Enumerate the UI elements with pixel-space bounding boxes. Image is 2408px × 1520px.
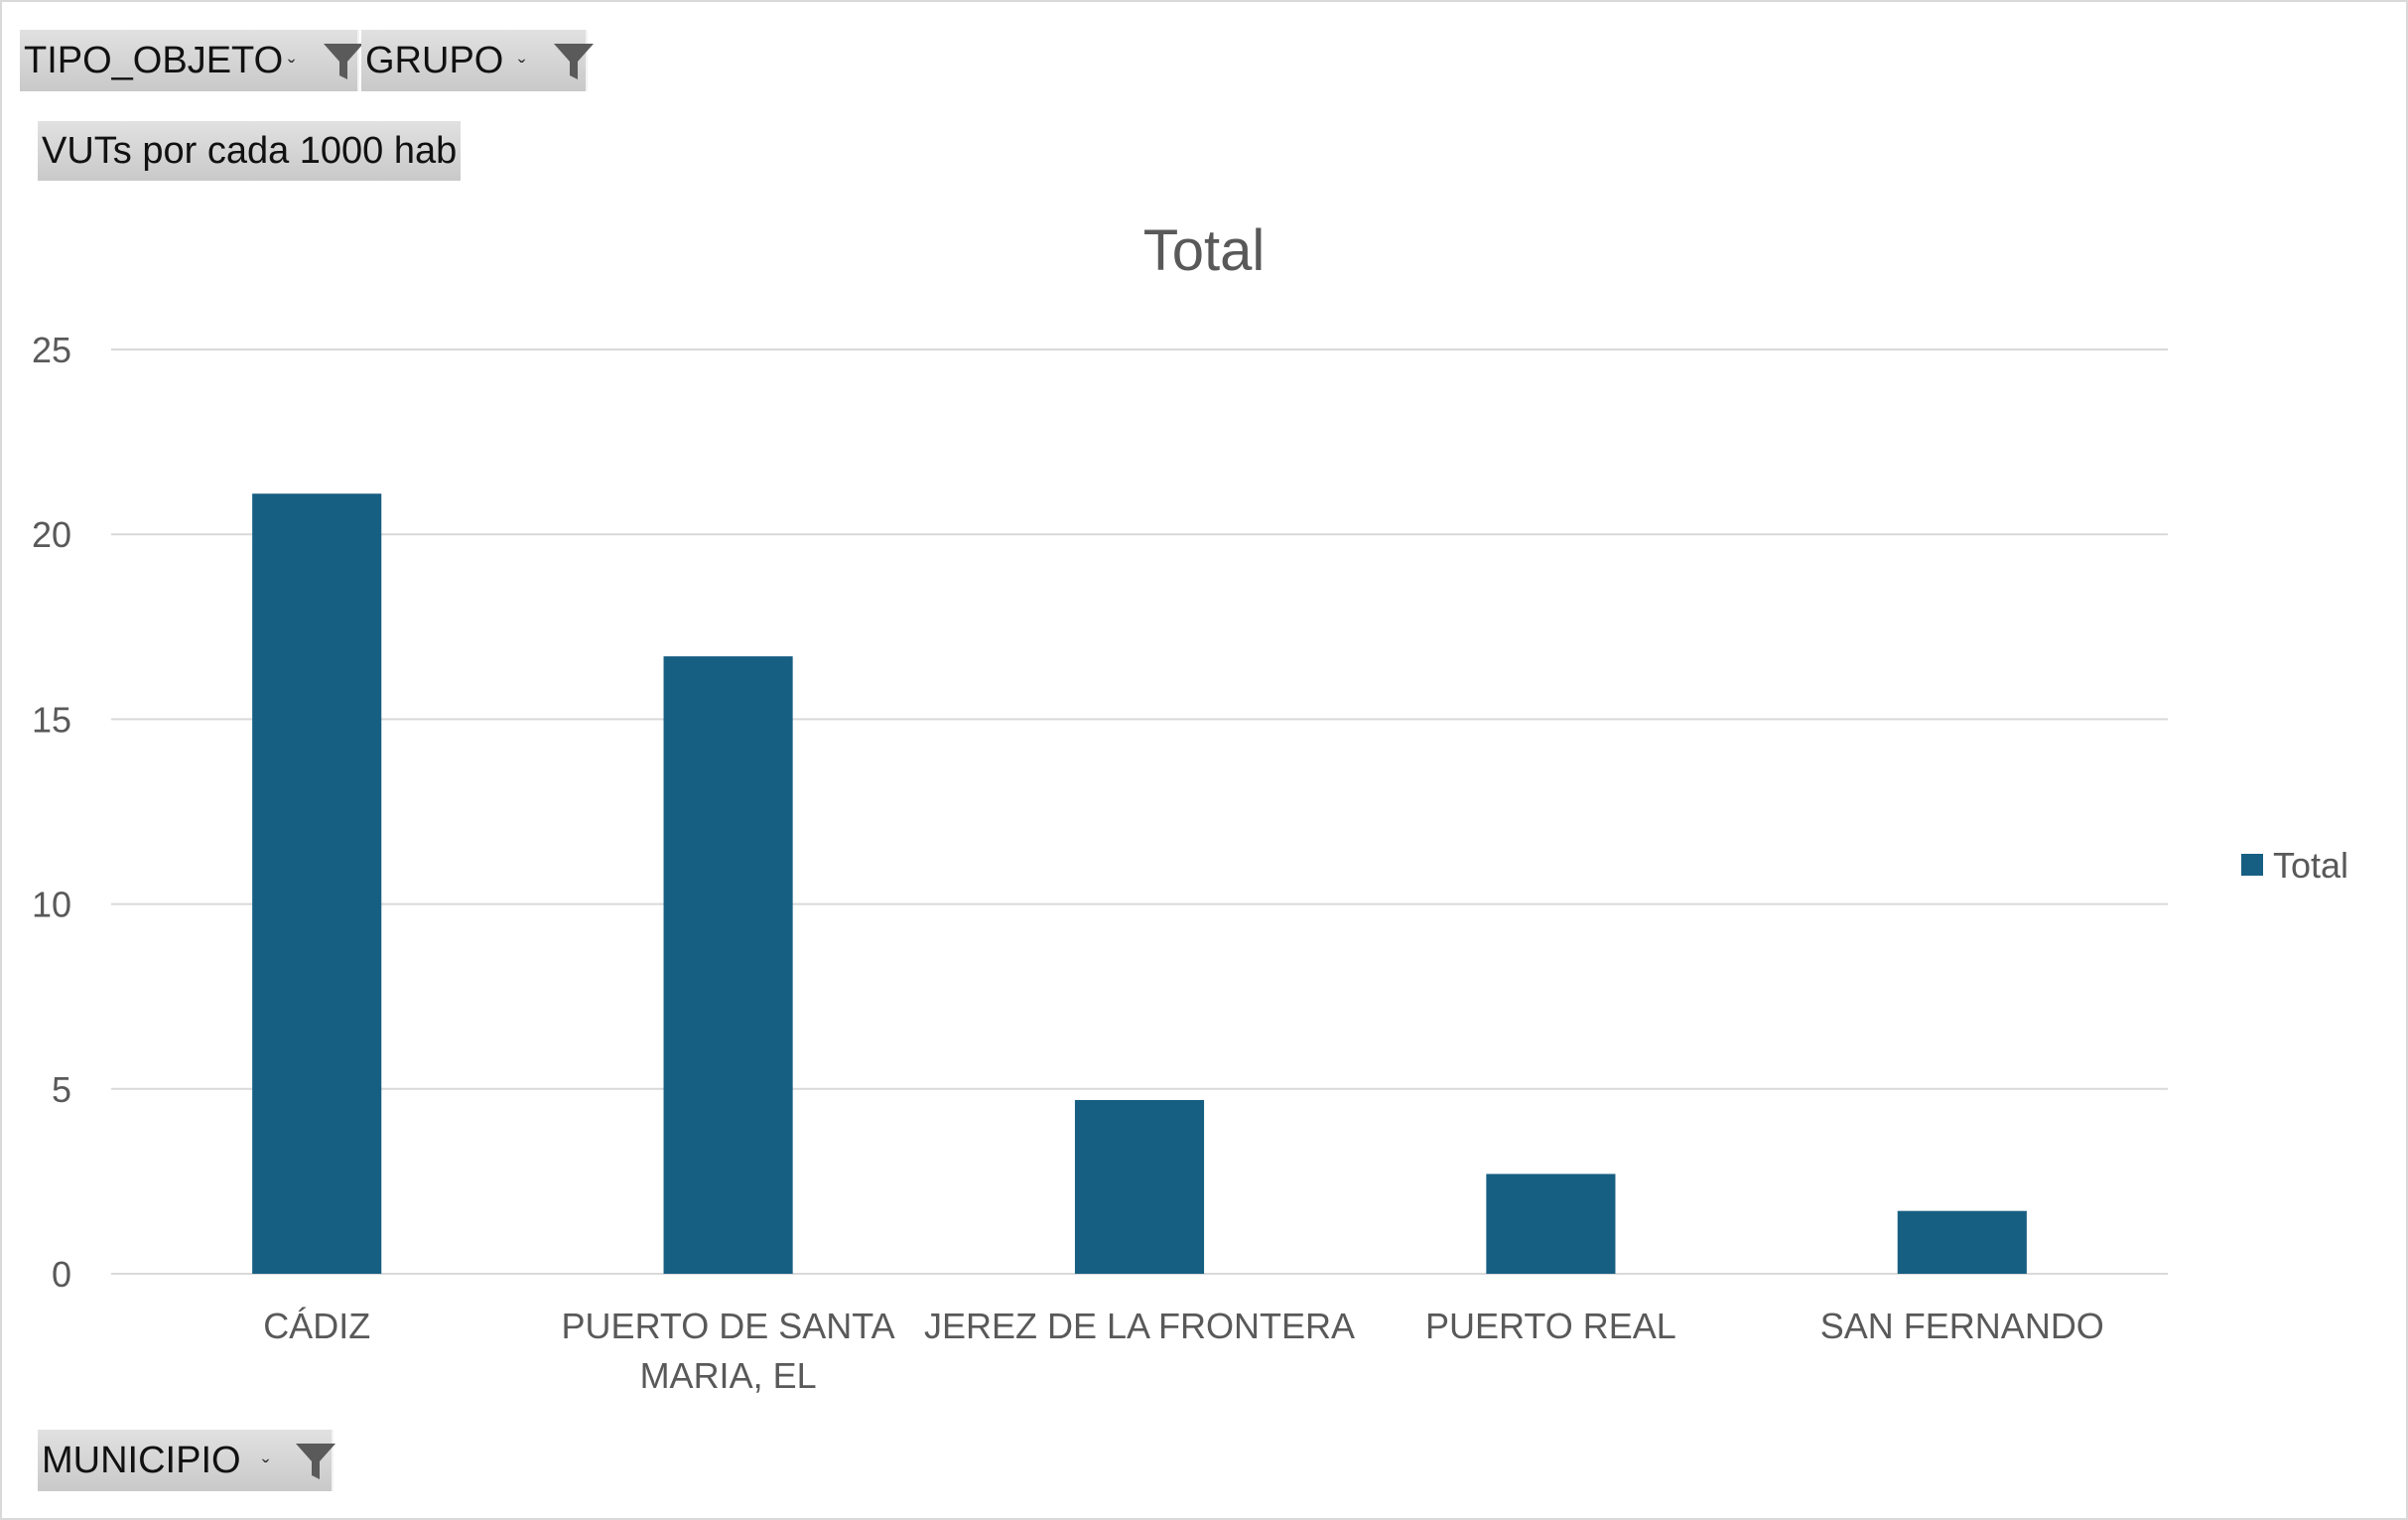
chart-title: Total xyxy=(1143,218,1266,283)
filter-field-label: GRUPO xyxy=(365,40,504,81)
y-tick-label: 5 xyxy=(52,1069,71,1110)
filter-field-tipo-objeto[interactable]: TIPO_OBJETO ˇ xyxy=(20,30,363,91)
funnel-filter-icon[interactable] xyxy=(552,42,596,81)
filter-field-label: TIPO_OBJETO xyxy=(24,40,284,81)
y-tick-label: 15 xyxy=(32,699,71,740)
x-tick-label: PUERTO DE SANTA xyxy=(562,1306,895,1346)
y-tick-label: 10 xyxy=(32,885,71,925)
x-tick-label: SAN FERNANDO xyxy=(1820,1306,2104,1346)
dropdown-caret-icon: ˇ xyxy=(262,1455,270,1480)
y-tick-label: 25 xyxy=(32,330,71,370)
y-tick-label: 0 xyxy=(52,1254,71,1295)
axis-field-municipio[interactable]: MUNICIPIO ˇ xyxy=(38,1430,337,1491)
dropdown-caret-icon: ˇ xyxy=(288,56,296,80)
legend-swatch xyxy=(2241,854,2263,876)
y-tick-label: 20 xyxy=(32,514,71,555)
values-field-label: VUTs por cada 1000 hab xyxy=(42,130,458,172)
x-tick-label: CÁDIZ xyxy=(263,1306,370,1346)
x-tick-label: MARIA, EL xyxy=(640,1355,817,1396)
filter-field-grupo[interactable]: GRUPO ˇ xyxy=(361,30,594,91)
values-field-button[interactable]: VUTs por cada 1000 hab xyxy=(38,121,461,181)
x-tick-label: PUERTO REAL xyxy=(1425,1306,1676,1346)
axis-field-label: MUNICIPIO xyxy=(42,1440,241,1481)
bar xyxy=(1897,1210,2027,1274)
legend-label: Total xyxy=(2273,845,2348,886)
bar xyxy=(1074,1099,1205,1274)
bar xyxy=(1486,1174,1616,1274)
bar xyxy=(663,656,793,1274)
funnel-filter-icon[interactable] xyxy=(294,1442,337,1481)
funnel-filter-icon[interactable] xyxy=(322,42,365,81)
bar xyxy=(252,493,382,1275)
dropdown-caret-icon: ˇ xyxy=(518,56,526,80)
x-tick-label: JEREZ DE LA FRONTERA xyxy=(924,1306,1355,1346)
